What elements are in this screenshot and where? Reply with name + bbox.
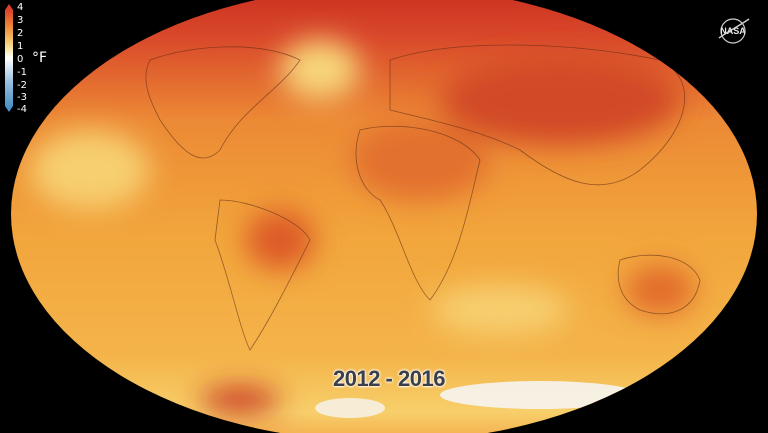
scale-unit: °F — [32, 50, 48, 66]
pacific-cool-region — [30, 130, 150, 210]
antarctica-ice-west — [315, 398, 385, 418]
scale-tick: -1 — [17, 67, 27, 78]
asia-warm-region — [440, 55, 680, 145]
color-scale-bar — [5, 10, 13, 106]
continent-outlines — [145, 44, 701, 351]
scale-tick: 3 — [17, 15, 24, 26]
scale-tick: -3 — [17, 92, 27, 103]
africa-north-warm-region — [350, 120, 490, 200]
australia-warm-region — [625, 265, 695, 315]
scale-max-arrow — [5, 4, 13, 10]
antarctica-ice — [440, 381, 640, 409]
scale-tick: 2 — [17, 28, 24, 39]
scale-tick: -2 — [17, 80, 27, 91]
indian-ocean-cool-region — [430, 285, 570, 335]
antarctic-hot-region — [200, 388, 280, 412]
scale-tick: -4 — [17, 104, 27, 115]
north-atlantic-cool-region — [280, 40, 360, 100]
svg-text:NASA: NASA — [720, 26, 746, 36]
scale-tick: 4 — [17, 2, 24, 13]
scale-tick: 1 — [17, 41, 24, 52]
color-scale-legend — [3, 4, 15, 112]
scale-min-arrow — [5, 106, 13, 112]
period-label: 2012 - 2016 — [333, 366, 445, 391]
scale-tick: 0 — [17, 54, 24, 65]
amazon-hot-region — [245, 210, 315, 270]
nasa-logo: NASA — [718, 18, 750, 44]
